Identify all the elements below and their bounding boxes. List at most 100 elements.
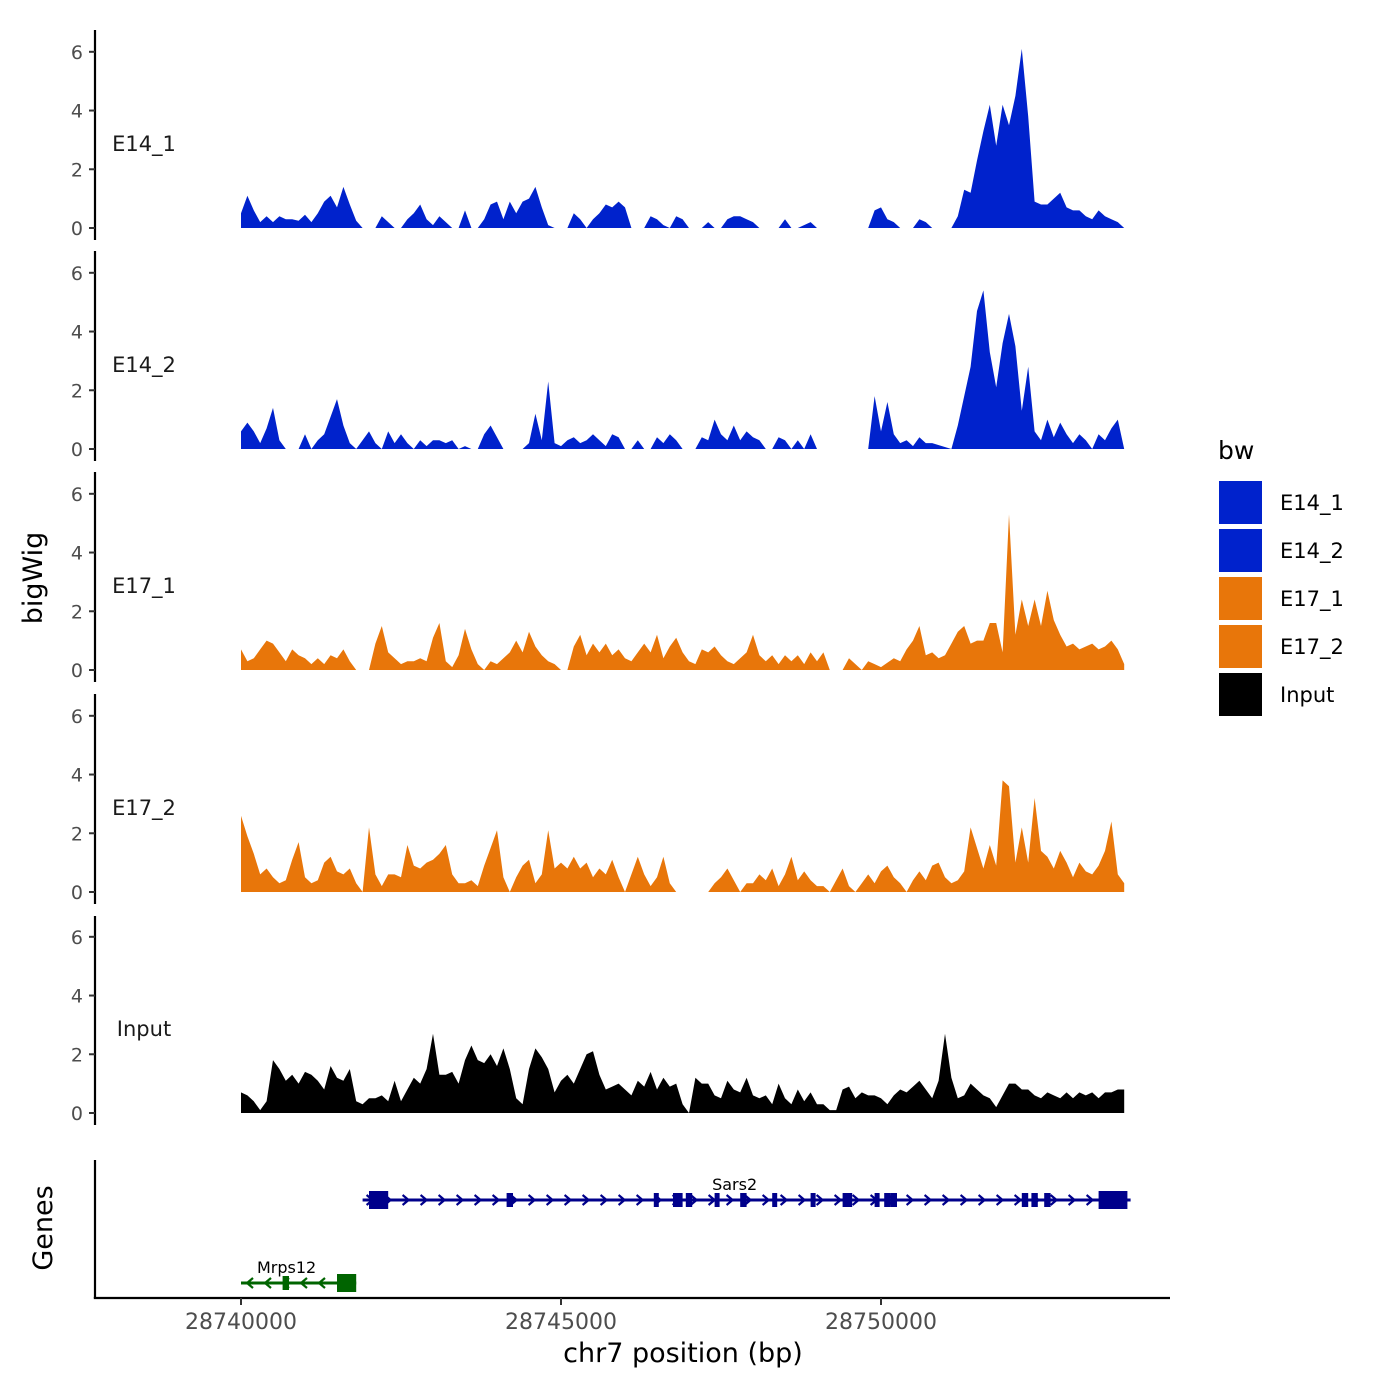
strand-chevron bbox=[923, 1194, 933, 1206]
x-axis-title: chr7 position (bp) bbox=[563, 1338, 803, 1369]
strand-chevron bbox=[437, 1194, 447, 1206]
strand-chevron bbox=[545, 1194, 555, 1206]
strand-chevron bbox=[815, 1194, 825, 1206]
legend: bw E14_1 E14_2 E17_1 E17_2 Input bbox=[1217, 436, 1344, 718]
strand-chevron bbox=[599, 1194, 609, 1206]
x-axis: 28740000 28745000 28750000 bbox=[93, 1296, 1170, 1335]
track-e17-1: 0 2 4 6 E17_1 bbox=[71, 472, 1125, 682]
signal-area-e14-2 bbox=[241, 290, 1125, 449]
strand-chevron bbox=[797, 1194, 807, 1206]
strand-chevron bbox=[761, 1194, 771, 1206]
strand-chevron bbox=[977, 1194, 987, 1206]
strand-chevron bbox=[563, 1194, 573, 1206]
track-input: 0 2 4 6 Input bbox=[71, 916, 1125, 1125]
strand-chevron bbox=[617, 1194, 627, 1206]
track-label: E17_2 bbox=[112, 796, 176, 821]
gene-exon bbox=[874, 1193, 880, 1207]
gene-label: Mrps12 bbox=[257, 1258, 316, 1277]
legend-item-input: Input bbox=[1217, 671, 1334, 718]
gene-sars2: Sars2 bbox=[362, 1175, 1131, 1209]
y-tick-label: 0 bbox=[71, 882, 83, 904]
gene-mrps12: Mrps12 bbox=[241, 1258, 357, 1292]
strand-chevron bbox=[527, 1194, 537, 1206]
gene-exon bbox=[1044, 1193, 1051, 1207]
gene-exon bbox=[653, 1193, 659, 1207]
y-tick-label: 4 bbox=[71, 101, 83, 123]
track-e17-2: 0 2 4 6 E17_2 bbox=[71, 694, 1125, 904]
strand-chevron bbox=[941, 1194, 951, 1206]
y-tick-label: 4 bbox=[71, 986, 83, 1008]
strand-chevron bbox=[491, 1194, 501, 1206]
gene-exon bbox=[810, 1193, 816, 1207]
gene-exon bbox=[337, 1274, 357, 1292]
signal-tracks: 0 2 4 6 E14_1 0 2 4 6 E14_2 0 2 4 6 E17_1 0 2 4 6 E17_2 0 2 4 6… bbox=[71, 30, 1125, 1125]
y-tick-label: 2 bbox=[71, 1044, 83, 1066]
gene-exon bbox=[714, 1193, 720, 1207]
y-tick-label: 4 bbox=[71, 543, 83, 565]
legend-swatch bbox=[1217, 479, 1264, 526]
legend-swatch bbox=[1217, 671, 1264, 718]
y-tick-label: 0 bbox=[71, 218, 83, 240]
signal-area-e17-2 bbox=[241, 780, 1125, 892]
x-tick-label: 28745000 bbox=[505, 1310, 617, 1335]
strand-chevron bbox=[851, 1194, 861, 1206]
y-tick-label: 2 bbox=[71, 380, 83, 402]
track-label: E14_1 bbox=[112, 132, 176, 157]
y-tick-label: 2 bbox=[71, 823, 83, 845]
legend-label: E17_1 bbox=[1280, 587, 1344, 612]
strand-chevron bbox=[959, 1194, 969, 1206]
x-tick-label: 28740000 bbox=[185, 1310, 297, 1335]
strand-chevron bbox=[833, 1194, 843, 1206]
gene-exon bbox=[506, 1193, 513, 1207]
y-tick-label: 6 bbox=[71, 706, 83, 728]
strand-chevron bbox=[1067, 1194, 1077, 1206]
legend-item-e17-1: E17_1 bbox=[1217, 575, 1344, 622]
legend-title: bw bbox=[1218, 436, 1254, 465]
gene-exon bbox=[685, 1193, 693, 1207]
gene-exon bbox=[842, 1193, 853, 1207]
y-tick-label: 0 bbox=[71, 660, 83, 682]
gene-exon bbox=[1031, 1193, 1038, 1207]
legend-label: E14_2 bbox=[1280, 539, 1344, 564]
strand-chevron bbox=[455, 1194, 465, 1206]
strand-chevron bbox=[995, 1194, 1005, 1206]
track-label: Input bbox=[117, 1017, 171, 1041]
track-e14-2: 0 2 4 6 E14_2 bbox=[71, 251, 1125, 461]
legend-item-e14-2: E14_2 bbox=[1217, 527, 1344, 574]
genes-axis-title: Genes bbox=[28, 1185, 59, 1270]
y-tick-label: 0 bbox=[71, 439, 83, 461]
legend-swatch bbox=[1217, 527, 1264, 574]
gene-exon bbox=[884, 1193, 891, 1207]
strand-chevron bbox=[299, 1277, 308, 1289]
strand-chevron bbox=[1049, 1194, 1059, 1206]
strand-chevron bbox=[905, 1194, 915, 1206]
gene-exon bbox=[772, 1193, 778, 1207]
strand-chevron bbox=[1085, 1194, 1095, 1206]
strand-chevron bbox=[635, 1194, 645, 1206]
strand-chevron bbox=[581, 1194, 591, 1206]
y-tick-label: 6 bbox=[71, 484, 83, 506]
signal-area-e17-1 bbox=[241, 514, 1125, 670]
strand-chevron bbox=[1013, 1194, 1023, 1206]
gene-exon bbox=[1021, 1193, 1029, 1207]
y-tick-label: 6 bbox=[71, 263, 83, 285]
legend-label: Input bbox=[1280, 683, 1334, 707]
gene-label: Sars2 bbox=[712, 1175, 757, 1194]
y-tick-label: 4 bbox=[71, 765, 83, 787]
gene-exon bbox=[1098, 1191, 1128, 1209]
strand-chevron bbox=[779, 1194, 789, 1206]
strand-chevron bbox=[263, 1277, 272, 1289]
strand-chevron bbox=[473, 1194, 483, 1206]
strand-chevron bbox=[317, 1277, 326, 1289]
gene-exon bbox=[890, 1193, 897, 1207]
strand-chevron bbox=[725, 1194, 735, 1206]
signal-area-e14-1 bbox=[241, 48, 1125, 229]
legend-label: E17_2 bbox=[1280, 635, 1344, 660]
legend-item-e14-1: E14_1 bbox=[1217, 479, 1344, 526]
track-label: E17_1 bbox=[112, 574, 176, 599]
y-tick-label: 4 bbox=[71, 322, 83, 344]
strand-chevron bbox=[419, 1194, 429, 1206]
track-label: E14_2 bbox=[112, 353, 176, 378]
gene-exon bbox=[673, 1193, 683, 1207]
